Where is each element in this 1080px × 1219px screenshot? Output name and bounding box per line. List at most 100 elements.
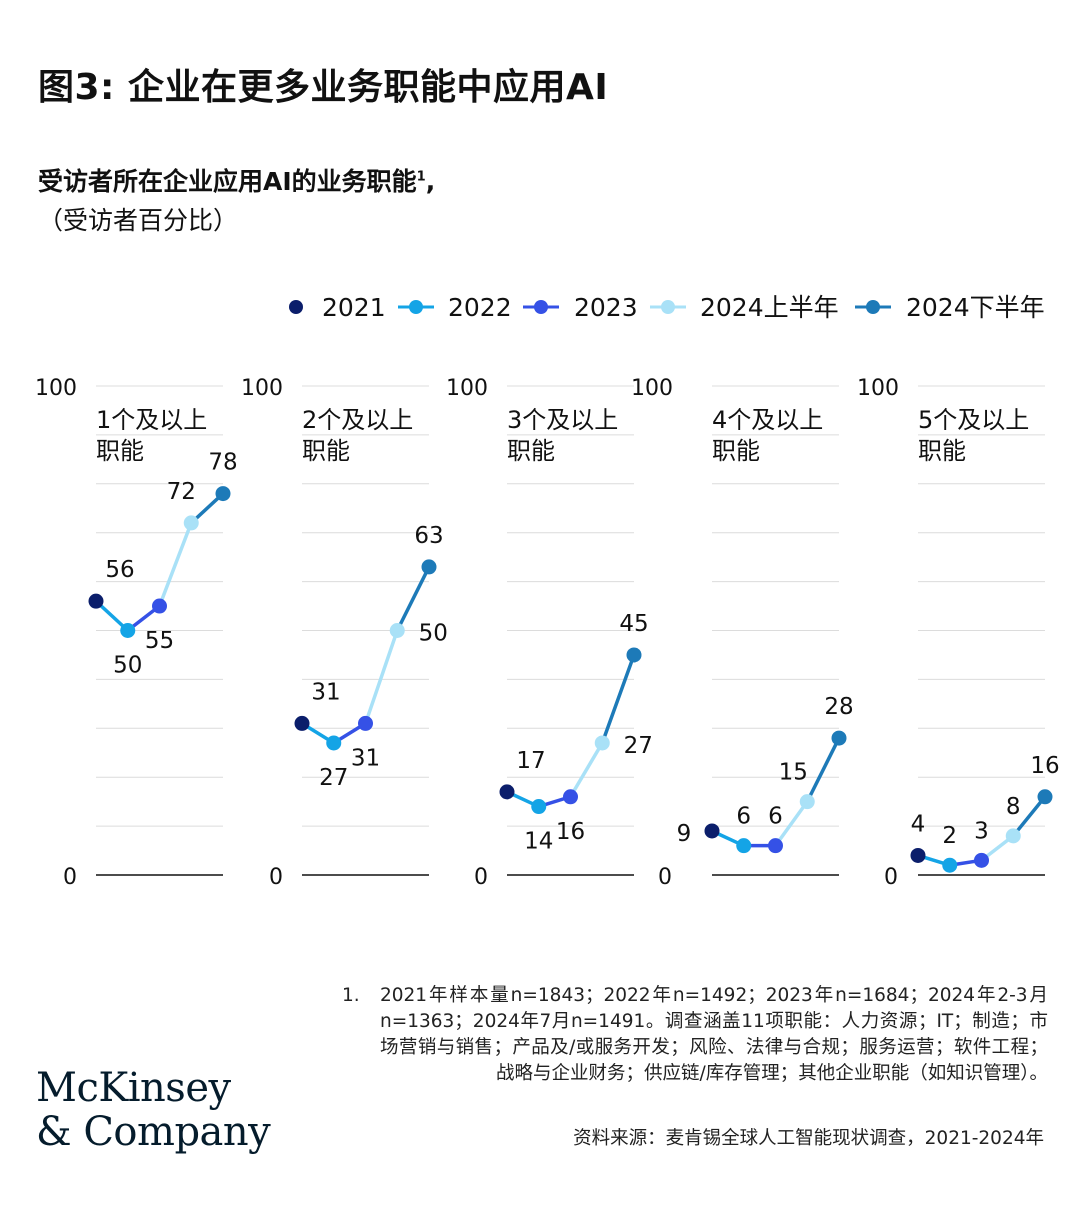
data-point: [626, 647, 642, 663]
data-point: [120, 623, 136, 638]
panel-label: 3个及以上: [507, 406, 618, 434]
legend-marker-0: [289, 300, 303, 314]
legend-marker-3: [661, 300, 675, 314]
series-segment: [363, 628, 399, 726]
legend-marker-4: [866, 300, 880, 314]
data-label: 56: [105, 557, 134, 583]
series-segment: [1011, 795, 1047, 838]
data-point: [1037, 789, 1053, 805]
data-point: [910, 847, 926, 863]
data-label: 28: [824, 694, 853, 720]
panel-label: 职能: [918, 437, 966, 465]
footnote: 1. 2021年样本量n=1843；2022年n=1492；2023年n=168…: [342, 983, 1048, 1087]
data-point: [499, 784, 515, 800]
data-label: 31: [311, 679, 340, 705]
legend-label-3: 2024上半年: [700, 293, 839, 322]
data-point: [942, 857, 958, 873]
legend-label-1: 2022: [448, 293, 512, 322]
y-tick-label-0: 0: [63, 865, 77, 890]
logo-line-2: & Company: [36, 1109, 271, 1155]
data-point: [294, 715, 310, 731]
panel-label: 5个及以上: [918, 406, 1029, 434]
data-label: 6: [736, 804, 751, 830]
legend-label-4: 2024下半年: [906, 293, 1045, 322]
data-point: [183, 515, 199, 531]
data-label: 8: [1006, 794, 1021, 820]
y-tick-label-100: 100: [446, 376, 488, 401]
data-label: 9: [677, 821, 692, 847]
data-point: [389, 623, 405, 638]
data-point: [358, 715, 373, 731]
footnote-marker: 1: [416, 169, 426, 185]
legend-marker-1: [409, 300, 423, 314]
data-label: 50: [419, 621, 448, 647]
data-point: [974, 852, 989, 868]
data-label: 16: [556, 819, 585, 845]
legend-marker-2: [534, 300, 548, 314]
data-point: [421, 559, 437, 575]
data-point: [531, 799, 547, 815]
panel-label: 职能: [507, 437, 555, 465]
data-label: 55: [145, 628, 174, 654]
legend-label-0: 2021: [322, 293, 386, 322]
y-tick-label-0: 0: [884, 865, 898, 890]
panel-label: 职能: [712, 437, 760, 465]
data-point: [799, 794, 815, 810]
panel-label: 4个及以上: [712, 406, 823, 434]
data-label: 14: [524, 829, 553, 855]
data-point: [704, 823, 720, 839]
data-label: 6: [768, 804, 783, 830]
data-point: [736, 838, 752, 854]
data-point: [215, 486, 231, 502]
y-tick-label-0: 0: [658, 865, 672, 890]
data-label: 16: [1030, 753, 1059, 779]
data-point: [831, 730, 847, 746]
data-point: [563, 789, 578, 805]
y-tick-label-0: 0: [269, 865, 283, 890]
page-title: 图3: 企业在更多业务职能中应用AI: [38, 67, 609, 108]
source-note: 资料来源：麦肯锡全球人工智能现状调查，2021-2024年: [573, 1128, 1044, 1149]
data-label: 31: [351, 745, 380, 771]
data-label: 27: [624, 733, 653, 759]
data-label: 27: [319, 765, 348, 791]
panel-label: 2个及以上: [302, 406, 413, 434]
series-segment: [568, 741, 604, 799]
data-point: [594, 735, 610, 751]
y-tick-label-100: 100: [35, 376, 77, 401]
mckinsey-logo: McKinsey & Company: [36, 1065, 271, 1155]
series-segment: [395, 565, 431, 633]
data-label: 17: [516, 748, 545, 774]
legend-label-2: 2023: [574, 293, 638, 322]
footnote-text: 2021年样本量n=1843；2022年n=1492；2023年n=1684；2…: [380, 985, 1048, 1084]
series-segment: [157, 521, 193, 608]
data-point: [88, 593, 104, 609]
data-label: 4: [911, 811, 926, 837]
data-label: 72: [167, 479, 196, 505]
chart-subtitle-text: 受访者所在企业应用AI的业务职能: [38, 167, 417, 196]
y-tick-label-100: 100: [241, 376, 283, 401]
data-point: [326, 735, 342, 751]
data-label: 3: [974, 818, 989, 844]
data-label: 63: [414, 523, 443, 549]
series-segment: [805, 736, 841, 804]
data-label: 50: [113, 653, 142, 679]
footnote-number: 1.: [342, 985, 360, 1006]
panel-label: 1个及以上: [96, 406, 207, 434]
data-label: 15: [779, 760, 808, 786]
y-tick-label-0: 0: [474, 865, 488, 890]
y-tick-label-100: 100: [631, 376, 673, 401]
data-label: 45: [619, 611, 648, 637]
y-tick-label-100: 100: [857, 376, 899, 401]
chart-unit-label: （受访者百分比）: [38, 206, 239, 235]
data-point: [1005, 828, 1021, 844]
series-segment: [773, 799, 809, 848]
data-label: 78: [208, 450, 237, 476]
series-segment: [600, 653, 636, 745]
chart-subtitle: 受访者所在企业应用AI的业务职能1,: [38, 162, 435, 198]
data-point: [768, 838, 783, 854]
data-point: [152, 598, 167, 614]
chart-subtitle-tail: ,: [425, 167, 436, 196]
logo-line-1: McKinsey: [36, 1065, 231, 1111]
panel-label: 职能: [302, 437, 350, 465]
